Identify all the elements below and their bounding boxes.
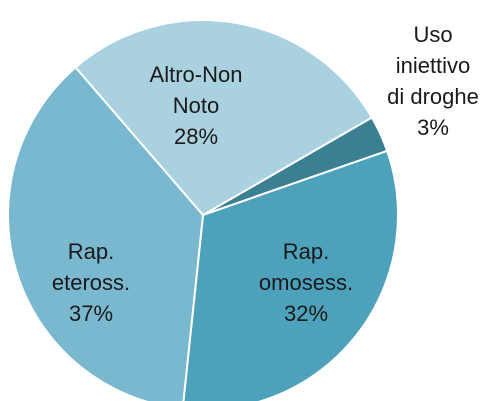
pie-slice-1 — [182, 149, 399, 401]
slice-label-altro-non-noto: Altro-Non Noto 28% — [150, 62, 243, 149]
slice-value-label: 37% — [69, 301, 113, 326]
slice-category-label: Uso — [413, 22, 452, 47]
slice-value-label: 32% — [284, 301, 328, 326]
slice-category-label: Noto — [173, 93, 219, 118]
slice-label-rap-eteross: Rap. eteross. 37% — [52, 239, 130, 326]
slice-value-label: 3% — [417, 115, 449, 140]
slice-label-rap-omosess: Rap. omosess. 32% — [259, 239, 353, 326]
slice-category-label: eteross. — [52, 270, 130, 295]
pie-labels: Uso iniettivo di droghe 3% Rap. omosess. 32% … — [52, 22, 479, 326]
pie-slices — [7, 19, 399, 401]
slice-category-label: Altro-Non — [150, 62, 243, 87]
slice-category-label: Rap. — [68, 239, 114, 264]
pie-slice-3 — [74, 19, 374, 217]
pie-slice-2 — [7, 65, 205, 401]
slice-value-label: 28% — [174, 124, 218, 149]
slice-label-uso-iniettivo: Uso iniettivo di droghe 3% — [387, 22, 479, 140]
slice-category-label: di droghe — [387, 84, 479, 109]
slice-category-label: Rap. — [283, 239, 329, 264]
slice-category-label: omosess. — [259, 270, 353, 295]
slice-category-label: iniettivo — [396, 53, 471, 78]
